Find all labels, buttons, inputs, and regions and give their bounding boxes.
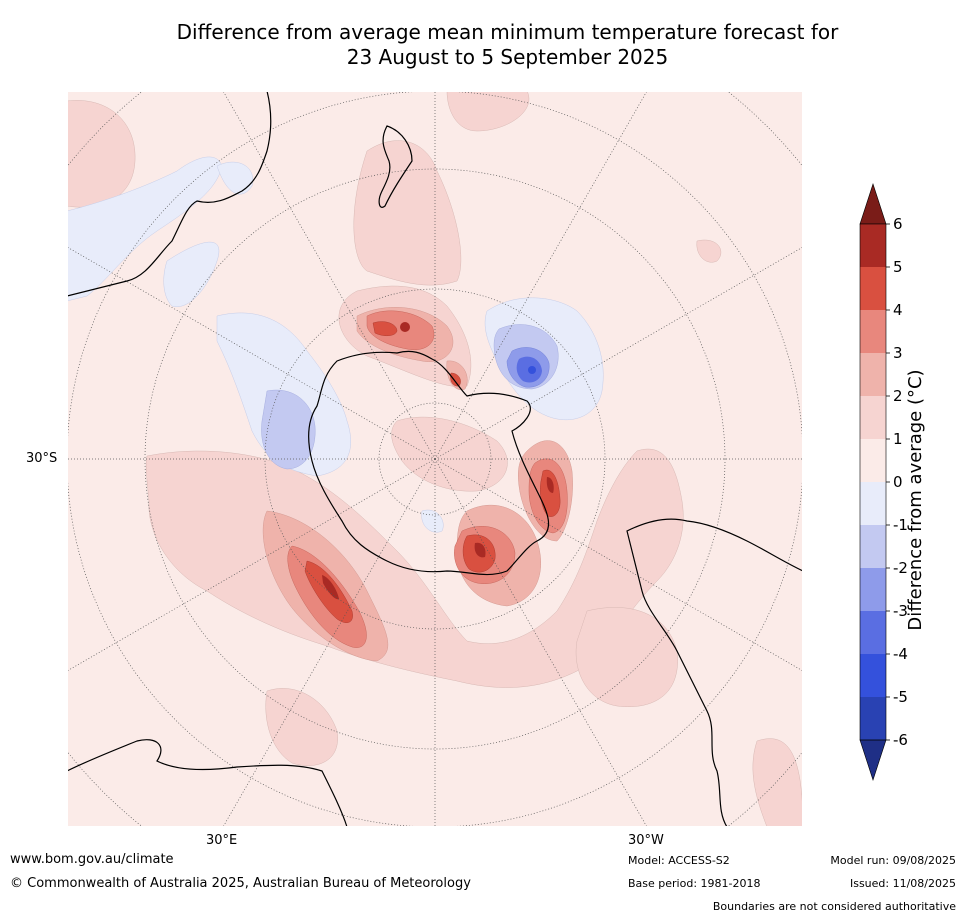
- colorbar-extend-top: [859, 183, 887, 225]
- map-svg: [67, 91, 803, 827]
- anomaly-negative-4-5-areas: [528, 366, 536, 374]
- colorbar-segment: [860, 310, 886, 353]
- footer-model-run: Model run: 09/08/2025: [830, 854, 956, 867]
- colorbar-extend-bottom: [859, 739, 887, 781]
- colorbar-tick-label: 4: [893, 301, 903, 319]
- south-america-coast: [626, 518, 803, 827]
- colorbar-tick-label: -6: [893, 731, 908, 749]
- colorbar-segment: [860, 353, 886, 396]
- footer-copyright: © Commonwealth of Australia 2025, Austra…: [10, 876, 471, 891]
- colorbar-segment: [860, 396, 886, 439]
- latitude-label-30s: 30°S: [26, 451, 58, 466]
- colorbar-tick-label: -3: [893, 602, 908, 620]
- longitude-label-30e: 30°E: [206, 833, 238, 848]
- colorbar-tick-label: -4: [893, 645, 908, 663]
- colorbar-tick-label: 3: [893, 344, 903, 362]
- footer-disclaimer: Boundaries are not considered authoritat…: [712, 900, 956, 913]
- graticule-meridians: [67, 91, 803, 827]
- colorbar-tick-label: -1: [893, 516, 908, 534]
- title-line-2: 23 August to 5 September 2025: [346, 45, 669, 69]
- colorbar-tick-label: 6: [893, 215, 903, 233]
- footer-issued: Issued: 11/08/2025: [849, 877, 956, 890]
- map-panel[interactable]: [67, 91, 803, 827]
- colorbar-segment: [860, 439, 886, 482]
- antarctica-coast: [308, 350, 550, 576]
- colorbar-tick-label: 2: [893, 387, 903, 405]
- new-zealand-coast: [378, 125, 413, 208]
- footer-website: www.bom.gov.au/climate: [10, 852, 174, 867]
- chart-title: Difference from average mean minimum tem…: [60, 20, 955, 70]
- colorbar-tick-label: -2: [893, 559, 908, 577]
- colorbar-title: Difference from average (°C): [905, 369, 926, 631]
- colorbar-tick-label: 0: [893, 473, 903, 491]
- australia-coast: [67, 91, 272, 297]
- colorbar-segment: [860, 697, 886, 740]
- colorbar-tick-label: 1: [893, 430, 903, 448]
- coastlines: [67, 91, 803, 827]
- colorbar-svg: 6 5 4 3 2 1 0 -1 -2 -3 -4 -5 -6: [859, 183, 908, 781]
- longitude-label-30w: 30°W: [628, 833, 664, 848]
- colorbar-segment: [860, 224, 886, 267]
- colorbar: 6 5 4 3 2 1 0 -1 -2 -3 -4 -5 -6: [850, 180, 960, 790]
- footer-base-period: Base period: 1981-2018: [628, 877, 761, 890]
- title-line-1: Difference from average mean minimum tem…: [176, 20, 839, 44]
- colorbar-tick-label: 5: [893, 258, 903, 276]
- colorbar-tick-label: -5: [893, 688, 908, 706]
- colorbar-segment: [860, 611, 886, 654]
- colorbar-segment: [860, 568, 886, 611]
- graticule-circles: [67, 91, 803, 827]
- africa-coast: [67, 739, 348, 827]
- colorbar-segment: [860, 482, 886, 525]
- colorbar-segment: [860, 267, 886, 310]
- anomaly-5-6-areas: [322, 322, 554, 600]
- colorbar-segment: [860, 654, 886, 697]
- colorbar-segment: [860, 525, 886, 568]
- footer-model: Model: ACCESS-S2: [628, 854, 730, 867]
